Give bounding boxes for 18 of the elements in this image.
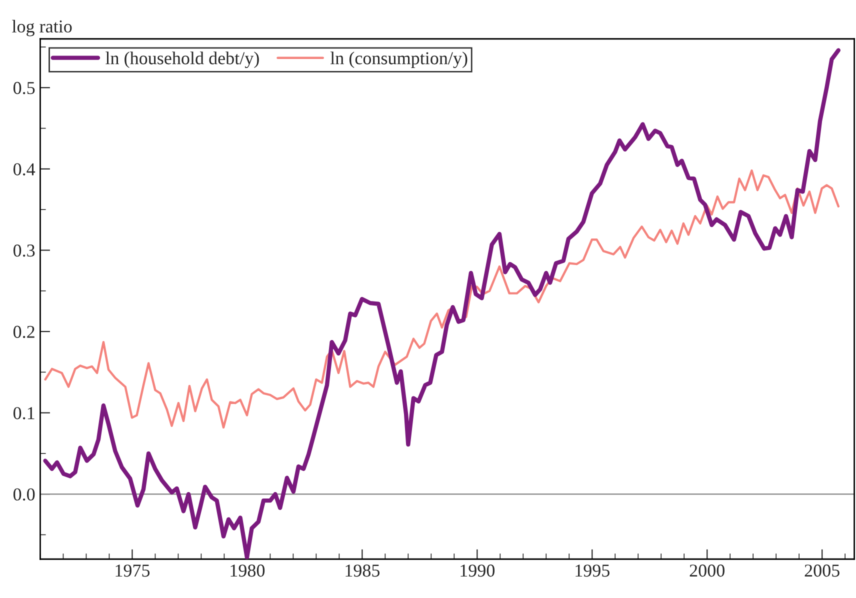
legend-label: ln (household debt/y) <box>106 52 259 68</box>
x-tick-label: 1975 <box>116 564 150 577</box>
x-tick-label: 1990 <box>460 564 495 577</box>
y-tick-label: 0.3 <box>13 244 35 257</box>
y-tick-label: 0.0 <box>13 488 35 501</box>
x-tick-label: 1980 <box>230 564 265 577</box>
y-tick-label: 0.1 <box>13 407 34 420</box>
x-tick-label: 2005 <box>804 564 840 577</box>
y-axis-title: log ratio <box>12 20 72 36</box>
legend-label: ln (consumption/y) <box>330 52 468 68</box>
x-tick-label: 1985 <box>346 564 380 577</box>
x-tick-label: 2000 <box>690 564 724 577</box>
y-tick-label: 0.2 <box>13 326 34 338</box>
y-tick-label: 0.5 <box>13 82 35 94</box>
y-tick-label: 0.4 <box>13 163 36 176</box>
x-tick-label: 1995 <box>576 564 610 577</box>
line-series <box>44 169 840 429</box>
line-series <box>43 48 841 560</box>
